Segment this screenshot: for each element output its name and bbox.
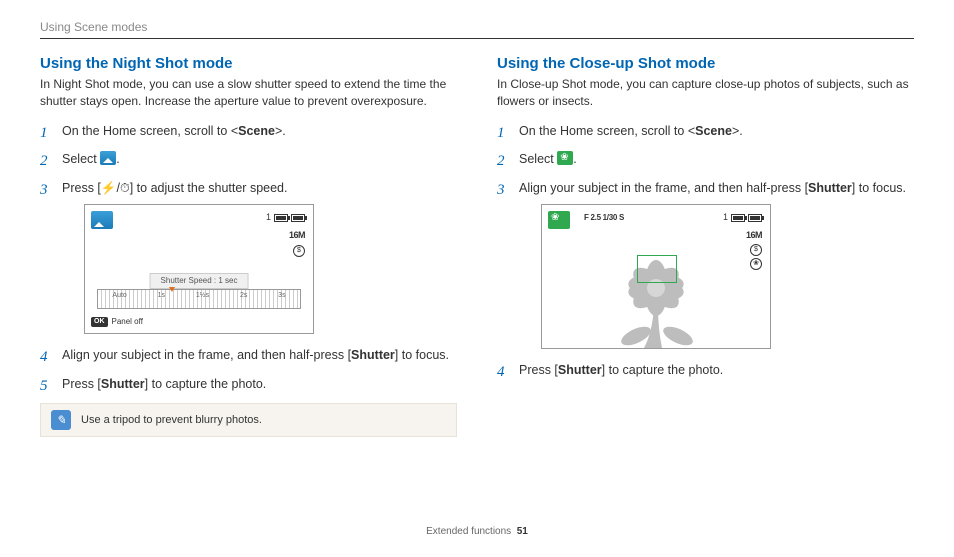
shutter-ruler [97, 289, 301, 309]
step: 1 On the Home screen, scroll to <Scene>. [40, 122, 457, 141]
step-text: On the Home screen, scroll to < [62, 124, 238, 138]
night-screen: 1 16M $ Shutter Speed : 1 sec Auto 1s [84, 204, 314, 334]
step: 2 Select . [40, 150, 457, 169]
intro-night: In Night Shot mode, you can use a slow s… [40, 76, 457, 110]
step-text: ] to focus. [395, 348, 449, 362]
section-title-night: Using the Night Shot mode [40, 55, 457, 72]
night-steps: 1 On the Home screen, scroll to <Scene>.… [40, 122, 457, 394]
footer-section: Extended functions [426, 526, 511, 537]
content-columns: Using the Night Shot mode In Night Shot … [40, 55, 914, 437]
step-text: . [116, 152, 119, 166]
step-text: Press [ [519, 363, 558, 377]
right-indicators: 16M $ [289, 229, 305, 258]
step-text: Select [62, 152, 100, 166]
step-text: ] to capture the photo. [602, 363, 724, 377]
step-text: ] to capture the photo. [145, 377, 267, 391]
step-text: . [573, 152, 576, 166]
note-icon: ✎ [51, 410, 71, 430]
step: 4 Align your subject in the frame, and t… [40, 346, 457, 365]
battery-icon [731, 214, 745, 222]
shutter-kw: Shutter [351, 348, 395, 362]
step-text: On the Home screen, scroll to < [519, 124, 695, 138]
status-bar: 1 [266, 211, 305, 225]
step-text: >. [732, 124, 743, 138]
scene-kw: Scene [238, 124, 275, 138]
macro-indicator: ❀ [750, 258, 762, 270]
shot-count: 1 [266, 211, 271, 225]
step-text: Press [ [62, 181, 101, 195]
resolution: 16M [746, 229, 762, 243]
section-title-closeup: Using the Close-up Shot mode [497, 55, 914, 72]
mode-icon [548, 211, 570, 229]
flash-icon: ⚡ [101, 181, 117, 195]
step-text: Select [519, 152, 557, 166]
step: 3 Align your subject in the frame, and t… [497, 179, 914, 349]
left-column: Using the Night Shot mode In Night Shot … [40, 55, 457, 437]
tip-box: ✎ Use a tripod to prevent blurry photos. [40, 403, 457, 437]
scene-kw: Scene [695, 124, 732, 138]
closeup-mode-icon [557, 151, 573, 165]
panel-off: OK Panel off [91, 316, 143, 328]
timer-icon: ⏱ [120, 181, 130, 195]
mode-icon [91, 211, 113, 229]
battery-icon [291, 214, 305, 222]
tip-text: Use a tripod to prevent blurry photos. [81, 414, 262, 426]
status-bar: 1 [723, 211, 762, 225]
step-text: >. [275, 124, 286, 138]
step-text: ] to adjust the shutter speed. [130, 181, 288, 195]
focus-box [637, 255, 677, 283]
battery-icon [748, 214, 762, 222]
ruler-marker [169, 287, 175, 292]
flash-indicator: $ [750, 244, 762, 256]
step: 1 On the Home screen, scroll to <Scene>. [497, 122, 914, 141]
step: 4 Press [Shutter] to capture the photo. [497, 361, 914, 380]
step: 2 Select . [497, 150, 914, 169]
intro-closeup: In Close-up Shot mode, you can capture c… [497, 76, 914, 110]
resolution: 16M [289, 229, 305, 243]
flash-indicator: $ [293, 245, 305, 257]
shutter-kw: Shutter [808, 181, 852, 195]
shutter-kw: Shutter [558, 363, 602, 377]
ok-badge: OK [91, 317, 108, 328]
shot-count: 1 [723, 211, 728, 225]
step-text: Align your subject in the frame, and the… [62, 348, 351, 362]
divider [40, 38, 914, 39]
closeup-steps: 1 On the Home screen, scroll to <Scene>.… [497, 122, 914, 380]
shutter-kw: Shutter [101, 377, 145, 391]
shutter-speed-label: Shutter Speed : 1 sec [150, 273, 249, 289]
step-text: Align your subject in the frame, and the… [519, 181, 808, 195]
closeup-screen: F 2.5 1/30 S 1 16M $ ❀ [541, 204, 771, 349]
page-number: 51 [517, 526, 528, 537]
right-indicators: 16M $ ❀ [746, 229, 762, 271]
night-mode-icon [100, 151, 116, 165]
battery-icon [274, 214, 288, 222]
step: 3 Press [⚡/⏱] to adjust the shutter spee… [40, 179, 457, 334]
footer: Extended functions 51 [0, 526, 954, 537]
step-text: ] to focus. [852, 181, 906, 195]
step: 5 Press [Shutter] to capture the photo. [40, 375, 457, 394]
breadcrumb: Using Scene modes [40, 20, 914, 34]
aperture-shutter: F 2.5 1/30 S [584, 212, 624, 224]
panel-off-label: Panel off [112, 316, 143, 328]
step-text: Press [ [62, 377, 101, 391]
right-column: Using the Close-up Shot mode In Close-up… [497, 55, 914, 437]
